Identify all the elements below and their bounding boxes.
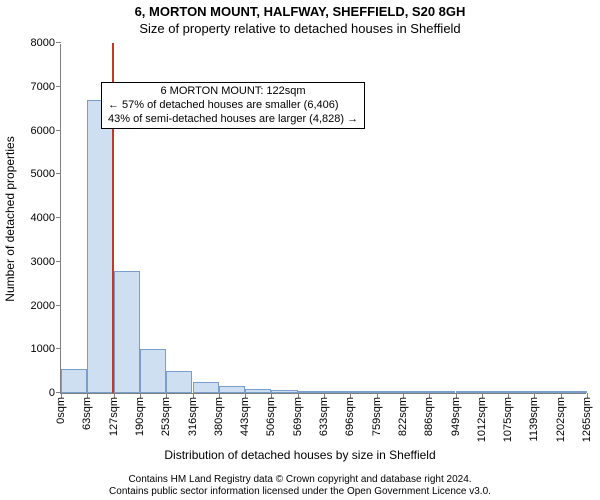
x-tick-label: 443sqm — [239, 397, 251, 436]
y-tick-label: 6000 — [31, 125, 61, 137]
histogram-bar — [350, 391, 376, 393]
y-tick-mark — [56, 348, 61, 349]
histogram-bar — [166, 371, 192, 393]
x-tick-label: 127sqm — [108, 397, 120, 436]
chart-title-line2: Size of property relative to detached ho… — [0, 21, 600, 36]
chart-title-line1: 6, MORTON MOUNT, HALFWAY, SHEFFIELD, S20… — [0, 4, 600, 19]
y-tick-mark — [56, 130, 61, 131]
y-axis-label: Number of detached properties — [3, 136, 17, 301]
x-tick-label: 1202sqm — [555, 397, 567, 442]
x-tick-label: 506sqm — [265, 397, 277, 436]
x-tick-label: 1139sqm — [528, 397, 540, 441]
x-tick-label: 1075sqm — [502, 397, 514, 442]
x-tick-label: 822sqm — [397, 397, 409, 436]
histogram-bar — [324, 391, 350, 393]
histogram-bar — [429, 391, 455, 393]
y-tick-label: 4000 — [31, 212, 61, 224]
x-tick-label: 633sqm — [318, 397, 330, 436]
x-tick-label: 1012sqm — [476, 397, 488, 442]
histogram-bar — [114, 271, 140, 394]
y-tick-mark — [56, 173, 61, 174]
y-tick-mark — [56, 217, 61, 218]
x-tick-label: 759sqm — [371, 397, 383, 436]
x-tick-label: 0sqm — [55, 397, 67, 424]
plot-area: 6 MORTON MOUNT: 122sqm← 57% of detached … — [60, 44, 586, 394]
histogram-bar — [245, 389, 271, 393]
annotation-line: 6 MORTON MOUNT: 122sqm — [108, 85, 358, 99]
y-tick-label: 1000 — [31, 343, 61, 355]
x-tick-label: 316sqm — [187, 397, 199, 436]
footer-attribution: Contains HM Land Registry data © Crown c… — [0, 474, 600, 498]
x-tick-label: 949sqm — [450, 397, 462, 436]
histogram-bar — [193, 382, 219, 393]
x-tick-label: 1265sqm — [581, 397, 593, 442]
histogram-bar — [61, 369, 87, 393]
x-tick-label: 886sqm — [423, 397, 435, 436]
y-tick-label: 3000 — [31, 256, 61, 268]
x-tick-label: 380sqm — [213, 397, 225, 436]
annotation-line: 43% of semi-detached houses are larger (… — [108, 113, 358, 127]
histogram-bar — [298, 391, 324, 393]
x-tick-label: 63sqm — [81, 397, 93, 430]
y-tick-mark — [56, 305, 61, 306]
x-tick-label: 253sqm — [160, 397, 172, 436]
chart-root: 6, MORTON MOUNT, HALFWAY, SHEFFIELD, S20… — [0, 0, 600, 500]
y-tick-label: 5000 — [31, 168, 61, 180]
histogram-bar — [403, 391, 429, 393]
x-axis-label: Distribution of detached houses by size … — [0, 448, 600, 462]
histogram-bar — [508, 391, 534, 393]
annotation-line: ← 57% of detached houses are smaller (6,… — [108, 99, 358, 113]
footer-line-2: Contains public sector information licen… — [0, 486, 600, 498]
x-tick-label: 569sqm — [292, 397, 304, 436]
histogram-bar — [271, 390, 297, 393]
y-tick-mark — [56, 261, 61, 262]
footer-line-1: Contains HM Land Registry data © Crown c… — [0, 474, 600, 486]
y-tick-label: 2000 — [31, 300, 61, 312]
histogram-bar — [87, 100, 113, 393]
histogram-bar — [534, 391, 560, 393]
x-tick-label: 696sqm — [344, 397, 356, 436]
y-tick-mark — [56, 42, 61, 43]
histogram-bar — [219, 386, 245, 393]
histogram-bar — [561, 391, 587, 393]
histogram-bar — [377, 391, 403, 393]
y-tick-label: 8000 — [31, 37, 61, 49]
histogram-bar — [482, 391, 508, 393]
histogram-bar — [456, 391, 482, 393]
annotation-box: 6 MORTON MOUNT: 122sqm← 57% of detached … — [101, 82, 365, 129]
histogram-bar — [140, 349, 166, 393]
y-tick-mark — [56, 86, 61, 87]
y-tick-label: 7000 — [31, 81, 61, 93]
x-tick-label: 190sqm — [134, 397, 146, 436]
